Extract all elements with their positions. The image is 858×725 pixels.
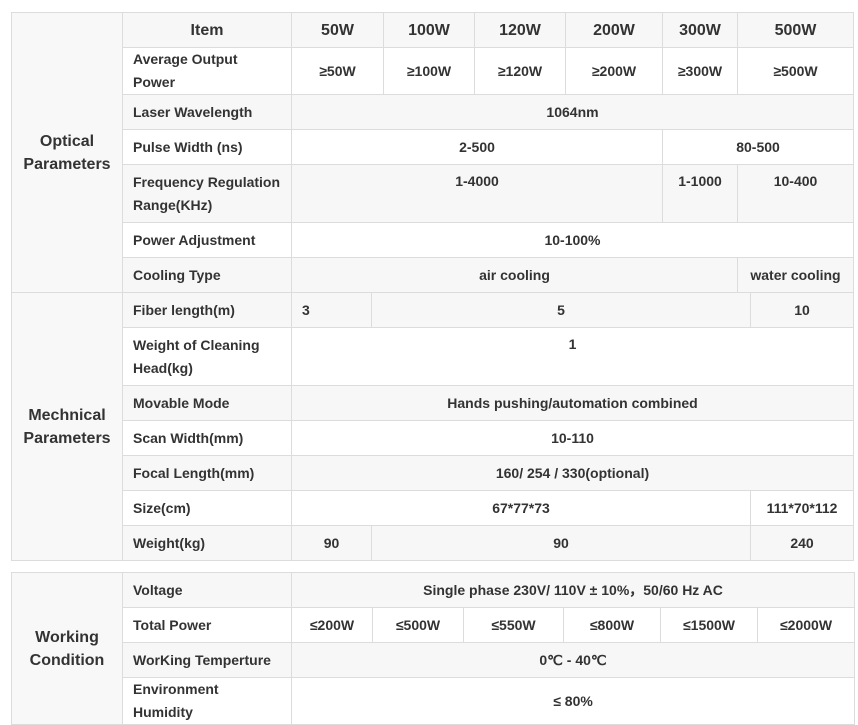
- value-cell: 0℃ - 40℃: [290, 642, 856, 678]
- table-row: Mechnical Parameters Fiber length(m) 3 5 10: [11, 292, 854, 561]
- table-row: Average Output Power ≥50W ≥100W ≥120W ≥200W ≥…: [12, 47, 854, 95]
- value-cell: 160/ 254 / 330(optional): [291, 455, 854, 491]
- value-cell: air cooling: [291, 257, 738, 293]
- optical-parameters-table: Optical Parameters Item 50W 100W 120W 200W 300…: [11, 12, 854, 293]
- table-row: Laser Wavelength 1064nm: [12, 94, 854, 130]
- value-cell: 111*70*112: [750, 490, 854, 526]
- value-cell: 67*77*73: [291, 490, 751, 526]
- column-header: 300W: [662, 12, 738, 48]
- value-cell: Hands pushing/automation combined: [291, 385, 854, 421]
- row-label: Size(cm): [122, 490, 292, 526]
- table-row: Movable Mode Hands pushing/automation com…: [12, 385, 854, 421]
- table-row: Power Adjustment 10-100%: [12, 222, 854, 258]
- value-cell: ≥500W: [737, 47, 854, 95]
- column-header: 500W: [737, 12, 854, 48]
- value-cell: ≥200W: [565, 47, 663, 95]
- table-row: Size(cm) 67*77*73 111*70*112: [12, 490, 854, 526]
- value-cell: ≥50W: [291, 47, 384, 95]
- value-cell: ≤800W: [563, 607, 661, 643]
- value-cell: ≤1500W: [660, 607, 758, 643]
- row-label: Power Adjustment: [122, 222, 292, 258]
- value-cell: ≥120W: [474, 47, 566, 95]
- table-row: Cooling Type air cooling water cooling: [12, 257, 854, 293]
- section-title: Optical Parameters: [11, 12, 123, 293]
- row-label: Weight of Cleaning Head(kg): [122, 327, 292, 386]
- row-label: Scan Width(mm): [122, 420, 292, 456]
- value-cell: 5: [371, 292, 751, 328]
- column-header: 200W: [565, 12, 663, 48]
- value-cell: ≤550W: [463, 607, 564, 643]
- table-row: Total Power ≤200W ≤500W ≤550W ≤800W ≤1500W ≤20…: [12, 607, 856, 643]
- row-label: WorKing Temperture: [122, 642, 292, 678]
- row-label: Movable Mode: [122, 385, 292, 421]
- column-header: 100W: [383, 12, 475, 48]
- row-label: Fiber length(m): [122, 292, 292, 328]
- value-cell: 2-500: [291, 129, 663, 165]
- row-label: Average Output Power: [122, 47, 292, 95]
- value-cell: 90: [291, 525, 372, 561]
- table-row: Optical Parameters Item 50W 100W 120W 200W 300…: [11, 12, 854, 293]
- value-cell: 3: [291, 292, 372, 328]
- column-header-item: Item: [122, 12, 292, 48]
- row-label: Voltage: [122, 572, 292, 608]
- value-cell: ≤2000W: [756, 607, 856, 643]
- value-cell: 1-4000: [291, 164, 663, 223]
- row-label: Total Power: [122, 607, 292, 643]
- value-cell: 240: [750, 525, 854, 561]
- table-row: Focal Length(mm) 160/ 254 / 330(optional): [12, 455, 854, 491]
- section-title: Working Condition: [11, 572, 123, 725]
- row-label: Frequency Regulation Range(KHz): [122, 164, 292, 223]
- value-cell: ≤ 80%: [290, 677, 856, 725]
- table-row: Environment Humidity ≤ 80%: [12, 677, 856, 725]
- table-row: Scan Width(mm) 10-110: [12, 420, 854, 456]
- mechanical-parameters-table: Mechnical Parameters Fiber length(m) 3 5 10 W…: [11, 292, 854, 561]
- row-label: Focal Length(mm): [122, 455, 292, 491]
- row-label: Pulse Width (ns): [122, 129, 292, 165]
- value-cell: Single phase 230V/ 110V ± 10%，50/60 Hz A…: [290, 572, 856, 608]
- table-row: Pulse Width (ns) 2-500 80-500: [12, 129, 854, 165]
- row-label: Laser Wavelength: [122, 94, 292, 130]
- row-label: Weight(kg): [122, 525, 292, 561]
- value-cell: water cooling: [737, 257, 854, 293]
- working-condition-table: Working Condition Voltage Single phase 230…: [11, 572, 856, 725]
- value-cell: 80-500: [662, 129, 854, 165]
- table-row: Weight(kg) 90 90 240: [12, 525, 854, 561]
- section-title: Mechnical Parameters: [11, 292, 123, 561]
- column-header: 50W: [291, 12, 384, 48]
- table-row: WorKing Temperture 0℃ - 40℃: [12, 642, 856, 678]
- table-row: Frequency Regulation Range(KHz) 1-4000 1-1…: [12, 164, 854, 223]
- value-cell: ≥300W: [662, 47, 738, 95]
- value-cell: ≤500W: [372, 607, 464, 643]
- value-cell: 1: [291, 327, 854, 386]
- value-cell: 90: [371, 525, 751, 561]
- value-cell: 10-110: [291, 420, 854, 456]
- value-cell: ≤200W: [291, 607, 373, 643]
- table-row: Weight of Cleaning Head(kg) 1: [12, 327, 854, 386]
- value-cell: 10-400: [737, 164, 854, 223]
- value-cell: 1064nm: [291, 94, 854, 130]
- value-cell: 10-100%: [291, 222, 854, 258]
- column-header: 120W: [474, 12, 566, 48]
- row-label: Cooling Type: [122, 257, 292, 293]
- value-cell: 10: [750, 292, 854, 328]
- table-row: Working Condition Voltage Single phase 230…: [11, 572, 856, 725]
- row-label: Environment Humidity: [122, 677, 292, 725]
- value-cell: 1-1000: [662, 164, 738, 223]
- value-cell: ≥100W: [383, 47, 475, 95]
